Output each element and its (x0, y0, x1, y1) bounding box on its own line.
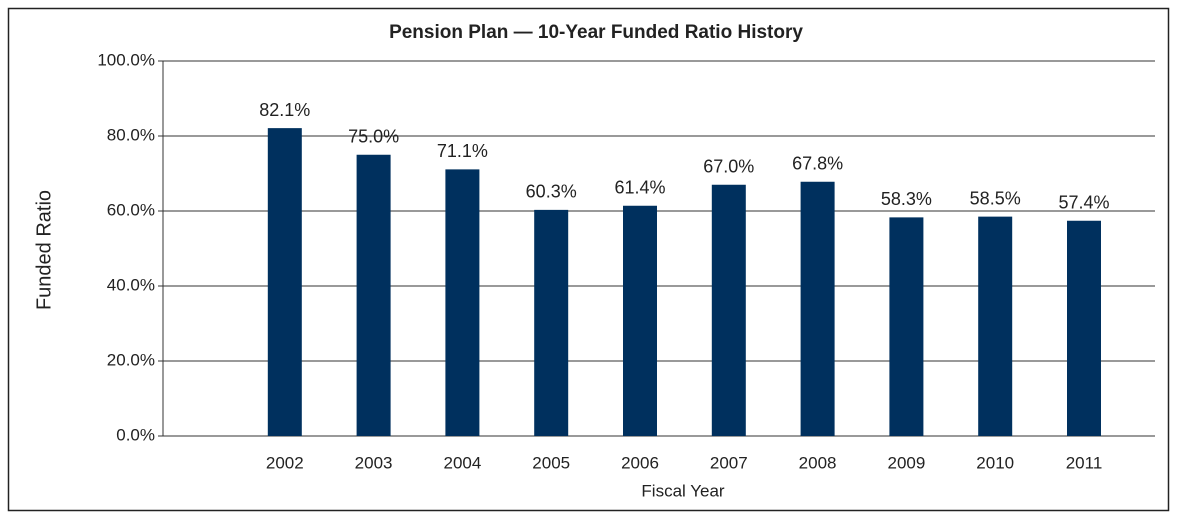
y-axis-title: Funded Ratio (33, 190, 55, 310)
x-tick-label: 2008 (799, 453, 837, 472)
x-tick-label: 2003 (355, 453, 393, 472)
bar (534, 209, 569, 436)
bar (800, 181, 835, 436)
y-tick-label: 20.0% (107, 350, 155, 369)
value-label: 58.3% (881, 189, 932, 209)
value-label: 61.4% (614, 178, 665, 198)
value-label: 58.5% (970, 188, 1021, 208)
x-tick-label: 2004 (443, 453, 481, 472)
x-tick-label: 2005 (532, 453, 570, 472)
bar (267, 128, 302, 436)
chart-title: Pension Plan — 10-Year Funded Ratio Hist… (389, 22, 803, 43)
x-tick-label: 2007 (710, 453, 748, 472)
x-tick-label: 2006 (621, 453, 659, 472)
bar (445, 169, 480, 436)
x-tick-label: 2002 (266, 453, 304, 472)
x-tick-label: 2010 (976, 453, 1014, 472)
value-label: 71.1% (437, 141, 488, 161)
x-axis-title: Fiscal Year (641, 481, 724, 500)
y-tick-label: 0.0% (116, 425, 155, 444)
value-label: 67.0% (703, 157, 754, 177)
bar (711, 184, 746, 436)
value-label: 75.0% (348, 127, 399, 147)
bar (623, 205, 657, 436)
y-tick-label: 60.0% (107, 200, 155, 219)
bar (978, 216, 1013, 436)
bar (1067, 220, 1101, 436)
bar (889, 217, 924, 436)
y-tick-label: 40.0% (107, 275, 155, 294)
bar (356, 154, 391, 436)
value-label: 82.1% (259, 100, 310, 120)
y-tick-label: 100.0% (97, 50, 155, 69)
value-label: 57.4% (1058, 193, 1109, 213)
x-tick-label: 2011 (1066, 453, 1103, 472)
chart-border (7, 7, 1170, 512)
value-label: 60.3% (526, 182, 577, 202)
y-tick-label: 80.0% (107, 125, 155, 144)
x-tick-label: 2009 (887, 453, 925, 472)
value-label: 67.8% (792, 154, 843, 174)
